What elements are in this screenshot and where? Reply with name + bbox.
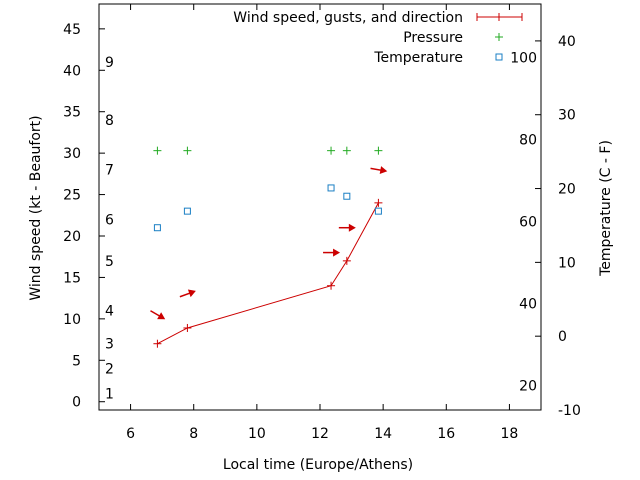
legend-label-wind: Wind speed, gusts, and direction [233, 10, 463, 26]
y2-tick-label-2: 10 [558, 255, 576, 271]
pressure-point-3 [342, 146, 351, 155]
wind-series [153, 198, 383, 348]
x-tick-label-3: 12 [311, 426, 329, 442]
temperature-point-4 [374, 207, 382, 215]
wind-point-4 [374, 198, 383, 207]
y2-tick-label-4: 30 [558, 108, 576, 124]
legend-label-pressure: Pressure [403, 30, 463, 46]
temperature-point-1 [183, 207, 191, 215]
fahrenheit-label-3: 80 [519, 132, 537, 148]
beaufort-label-1: 2 [105, 362, 114, 378]
temperature-point-3 [343, 192, 351, 200]
pressure-point-2 [327, 146, 336, 155]
x-tick-labels: 6 8 10 12 14 16 18 [126, 426, 518, 442]
pressure-series [153, 146, 383, 155]
pressure-point-0 [153, 146, 162, 155]
y-tick-label-1: 5 [72, 353, 81, 369]
wind-point-3 [342, 256, 351, 265]
x-tick-label-2: 10 [248, 426, 266, 442]
temperature-series [153, 184, 382, 232]
wind-line [157, 202, 379, 345]
wind-arrow-1 [179, 289, 196, 298]
legend-key-temperature [495, 53, 503, 61]
beaufort-label-2: 3 [105, 337, 114, 353]
wind-arrow-2 [323, 248, 341, 257]
wind-arrow-4 [370, 166, 388, 175]
legend-key-wind [476, 13, 523, 21]
wind-arrow-3 [338, 223, 356, 232]
y-axis-label: Wind speed (kt - Beaufort) [28, 115, 44, 300]
x-tick-label-6: 18 [501, 426, 519, 442]
beaufort-label-7: 8 [105, 113, 114, 129]
wind-point-2 [327, 281, 336, 290]
y-tick-label-9: 45 [63, 22, 81, 38]
y2-axis-label: Temperature (C - F) [598, 140, 614, 277]
y2-tick-label-1: 0 [558, 329, 567, 345]
legend: Wind speed, gusts, and direction Pressur… [233, 10, 523, 66]
x-tick-label-1: 8 [189, 426, 198, 442]
beaufort-label-5: 6 [105, 212, 114, 228]
beaufort-label-6: 7 [105, 163, 114, 179]
y-tick-label-5: 25 [63, 188, 81, 204]
x-tick-label-0: 6 [126, 426, 135, 442]
y2-tick-label-5: 40 [558, 34, 576, 50]
legend-label-temperature: Temperature [373, 50, 463, 66]
fahrenheit-label-4: 100 [510, 50, 537, 66]
temperature-point-2 [327, 184, 335, 192]
fahrenheit-label-1: 40 [519, 296, 537, 312]
wind-point-1 [183, 323, 192, 332]
tick-marks [99, 4, 541, 411]
wind-arrow-0 [150, 310, 166, 320]
beaufort-label-0: 1 [105, 386, 114, 402]
pressure-point-1 [183, 146, 192, 155]
beaufort-label-4: 5 [105, 254, 114, 270]
beaufort-labels: 1 2 3 4 5 6 7 8 9 [105, 55, 114, 402]
y2-tick-labels: -10 0 10 20 30 40 [558, 34, 581, 419]
y-tick-label-8: 40 [63, 63, 81, 79]
y-tick-label-4: 20 [63, 229, 81, 245]
wind-direction-arrows [150, 166, 388, 320]
beaufort-label-8: 9 [105, 55, 114, 71]
y-tick-label-3: 15 [63, 270, 81, 286]
fahrenheit-label-0: 20 [519, 378, 537, 394]
pressure-point-4 [374, 146, 383, 155]
beaufort-label-3: 4 [105, 304, 114, 320]
y-tick-label-2: 10 [63, 312, 81, 328]
y-tick-label-0: 0 [72, 395, 81, 411]
legend-key-pressure [495, 33, 503, 41]
y-tick-label-7: 35 [63, 105, 81, 121]
y2-tick-label-3: 20 [558, 182, 576, 198]
x-tick-label-4: 14 [374, 426, 392, 442]
plot-frame [98, 3, 542, 411]
wind-point-0 [153, 339, 162, 348]
x-axis-label: Local time (Europe/Athens) [223, 457, 413, 473]
y2-tick-label-0: -10 [558, 403, 581, 419]
y-tick-labels: 0 5 10 15 20 25 30 35 40 45 [63, 22, 81, 411]
x-tick-label-5: 16 [437, 426, 455, 442]
y-tick-label-6: 30 [63, 146, 81, 162]
fahrenheit-label-2: 60 [519, 214, 537, 230]
fahrenheit-labels: 20 40 60 80 100 [510, 50, 537, 394]
temperature-point-0 [153, 224, 161, 232]
